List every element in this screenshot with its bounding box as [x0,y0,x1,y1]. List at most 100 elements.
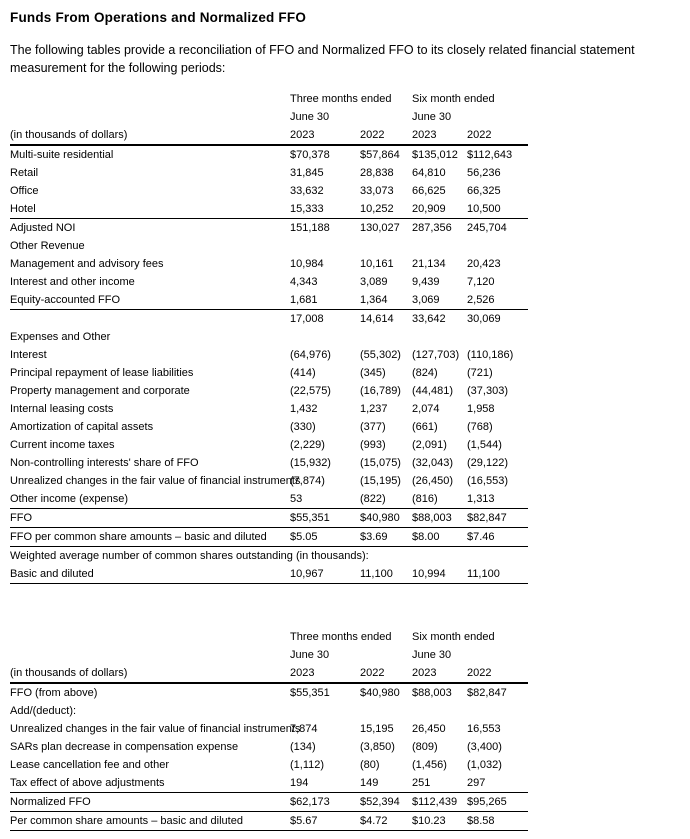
table-row: Other income (expense) 53 (822) (816) 1,313 [10,490,529,509]
cell-value: 53 [290,490,360,509]
year-label: 2022 [360,664,413,684]
row-label: Property management and corporate [10,385,190,397]
cell-value: 9,439 [412,276,440,288]
table-row: Other Revenue [10,237,528,255]
section-label: Other Revenue [10,240,85,252]
period-group-row: Three months ended Six month ended [10,628,528,646]
row-label: Interest and other income [10,276,135,288]
table-row: Current income taxes (2,229) (993) (2,091) (… [10,436,528,454]
table-row: 17,008 14,614 33,642 30,069 [10,310,528,329]
cell-value: (16,789) [360,385,401,397]
cell-value: 30,069 [467,313,501,325]
cell-value: (330) [290,421,316,433]
cell-value: (1,032) [467,759,502,771]
table-row: Add/(deduct): [10,702,528,720]
cell-value: (15,075) [360,457,401,469]
units-label: (in thousands of dollars) [10,664,290,684]
cell-value: 2,526 [467,291,529,310]
cell-value: (2,229) [290,439,325,451]
table-row: Unrealized changes in the fair value of … [10,720,528,738]
period-date-row: June 30 June 30 [10,646,528,664]
row-label: Lease cancellation fee and other [10,759,170,771]
period-group-label: Three months ended [290,93,392,105]
cell-value: 28,838 [360,167,394,179]
section-label: Expenses and Other [10,331,111,343]
table-row: Management and advisory fees 10,984 10,161… [10,255,528,273]
cell-value: 66,325 [467,185,501,197]
row-label: FFO (from above) [10,687,98,699]
table-row: Hotel 15,333 10,252 20,909 10,500 [10,200,529,219]
cell-value: 14,614 [360,313,394,325]
period-group-label: Six month ended [412,93,495,105]
cell-value: (768) [467,421,493,433]
cell-value: 10,500 [467,200,529,219]
row-label: Management and advisory fees [10,258,164,270]
row-label [10,310,290,329]
cell-value: 17,008 [290,313,324,325]
cell-value: $4.72 [360,811,413,831]
cell-value: $55,351 [290,687,330,699]
row-label: Internal leasing costs [10,403,114,415]
cell-value: (55,302) [360,349,401,361]
year-label: 2022 [467,126,529,146]
cell-value: $95,265 [467,792,529,812]
row-label: Unrealized changes in the fair value of … [10,475,301,487]
cell-value: 7,120 [467,276,495,288]
cell-value: (1,112) [290,759,325,771]
cell-value: 16,553 [467,723,501,735]
cell-value: $55,351 [290,508,360,528]
period-date-label: June 30 [412,111,452,123]
table-row: Principal repayment of lease liabilities… [10,364,528,382]
cell-value: $3.69 [360,527,413,547]
cell-value: 21,134 [412,258,446,270]
cell-value: 7,874 [290,723,318,735]
cell-value: $88,003 [412,508,468,528]
cell-value: (377) [360,421,386,433]
cell-value: $82,847 [467,508,529,528]
cell-value: (16,553) [467,475,508,487]
table-row: FFO per common share amounts – basic and… [10,527,529,547]
table-row: Tax effect of above adjustments 194 149 251… [10,774,529,793]
cell-value: (822) [360,490,413,509]
table-row: Non-controlling interests' share of FFO (… [10,454,528,472]
cell-value: $40,980 [360,687,400,699]
row-label: Retail [10,167,39,179]
cell-value: 10,984 [290,258,324,270]
table-row: FFO (from above) $55,351 $40,980 $88,003 $82… [10,683,528,702]
period-date-label: June 30 [290,111,330,123]
table-header: Three months ended Six month ended June 30… [10,628,529,684]
table-row: Adjusted NOI 151,188 130,027 287,356 245,704 [10,219,528,238]
cell-value: 1,958 [467,403,495,415]
cell-value: $70,378 [290,149,330,161]
period-group-label: Six month ended [412,631,495,643]
table-row: Equity-accounted FFO 1,681 1,364 3,069 2,526 [10,291,529,310]
row-label: Other income (expense) [10,490,290,509]
cell-value: 10,967 [290,565,360,584]
cell-value: (816) [412,490,468,509]
table-row: Internal leasing costs 1,432 1,237 2,074 1,9… [10,400,528,418]
table-body: Multi-suite residential $70,378 $57,864 $13… [10,145,529,584]
row-label: Unrealized changes in the fair value of … [10,723,301,735]
period-date-label: June 30 [412,649,452,661]
table-row: Amortization of capital assets (330) (377)… [10,418,528,436]
cell-value: 15,333 [290,200,360,219]
cell-value: (2,091) [412,439,447,451]
table-row: Weighted average number of common shares… [10,547,528,566]
cell-value: 149 [360,774,413,793]
cell-value: $135,012 [412,149,458,161]
cell-value: (3,400) [467,741,502,753]
header-spacer [10,628,290,646]
cell-value: 20,909 [412,200,468,219]
normalized-ffo-table: Three months ended Six month ended June 30… [10,628,529,831]
header-spacer [10,646,290,664]
cell-value: $5.67 [290,811,360,831]
year-label: 2023 [290,126,360,146]
row-label: Principal repayment of lease liabilities [10,367,194,379]
cell-value: (3,850) [360,741,395,753]
cell-value: (37,303) [467,385,508,397]
cell-value: 1,364 [360,291,413,310]
cell-value: 1,237 [360,403,388,415]
cell-value: $7.46 [467,527,529,547]
cell-value: $62,173 [290,792,360,812]
cell-value: (15,932) [290,457,331,469]
